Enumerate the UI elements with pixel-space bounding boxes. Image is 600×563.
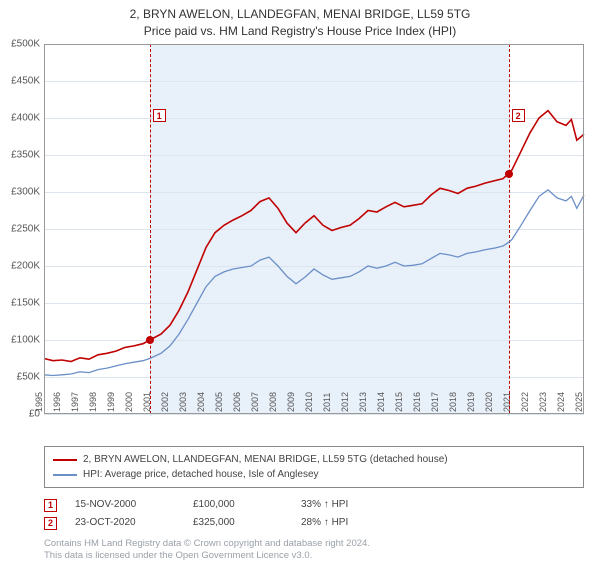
title-address: 2, BRYN AWELON, LLANDEGFAN, MENAI BRIDGE… <box>0 6 600 23</box>
gridline-h <box>44 414 584 415</box>
transaction-row: 1 15-NOV-2000 £100,000 33% ↑ HPI <box>44 496 584 514</box>
transaction-row: 2 23-OCT-2020 £325,000 28% ↑ HPI <box>44 514 584 532</box>
credits-line: This data is licensed under the Open Gov… <box>44 550 584 562</box>
credits-line: Contains HM Land Registry data © Crown c… <box>44 538 584 550</box>
series-line-property <box>44 111 584 362</box>
y-axis-tick: £100K <box>11 335 44 346</box>
y-axis-tick: £150K <box>11 298 44 309</box>
title-block: 2, BRYN AWELON, LLANDEGFAN, MENAI BRIDGE… <box>0 0 600 42</box>
transaction-pct: 28% ↑ HPI <box>301 514 348 532</box>
x-axis-tick: 1995 <box>34 392 44 414</box>
transaction-date: 15-NOV-2000 <box>75 496 175 514</box>
chart-plot-area: £0£50K£100K£150K£200K£250K£300K£350K£400… <box>44 44 584 414</box>
y-axis-tick: £400K <box>11 113 44 124</box>
chart-container: 2, BRYN AWELON, LLANDEGFAN, MENAI BRIDGE… <box>0 0 600 560</box>
chart-lines-svg <box>44 44 584 414</box>
y-axis-tick: £50K <box>17 372 44 383</box>
y-axis-tick: £450K <box>11 76 44 87</box>
legend-row: 2, BRYN AWELON, LLANDEGFAN, MENAI BRIDGE… <box>53 452 575 467</box>
transaction-date: 23-OCT-2020 <box>75 514 175 532</box>
chart-footer: 2, BRYN AWELON, LLANDEGFAN, MENAI BRIDGE… <box>44 446 584 563</box>
transaction-price: £325,000 <box>193 514 283 532</box>
legend-swatch <box>53 474 77 476</box>
legend-box: 2, BRYN AWELON, LLANDEGFAN, MENAI BRIDGE… <box>44 446 584 488</box>
transaction-price: £100,000 <box>193 496 283 514</box>
transaction-table: 1 15-NOV-2000 £100,000 33% ↑ HPI 2 23-OCT-202… <box>44 496 584 532</box>
transaction-marker-box: 2 <box>44 517 57 530</box>
y-axis-tick: £350K <box>11 150 44 161</box>
transaction-pct: 33% ↑ HPI <box>301 496 348 514</box>
legend-row: HPI: Average price, detached house, Isle… <box>53 467 575 482</box>
legend-swatch <box>53 459 77 461</box>
title-subtitle: Price paid vs. HM Land Registry's House … <box>0 23 600 40</box>
transaction-marker-box: 1 <box>44 499 57 512</box>
legend-label: HPI: Average price, detached house, Isle… <box>83 467 319 482</box>
y-axis-tick: £300K <box>11 187 44 198</box>
legend-label: 2, BRYN AWELON, LLANDEGFAN, MENAI BRIDGE… <box>83 452 448 467</box>
y-axis-tick: £200K <box>11 261 44 272</box>
y-axis-tick: £500K <box>11 39 44 50</box>
y-axis-tick: £250K <box>11 224 44 235</box>
credits-block: Contains HM Land Registry data © Crown c… <box>44 538 584 563</box>
